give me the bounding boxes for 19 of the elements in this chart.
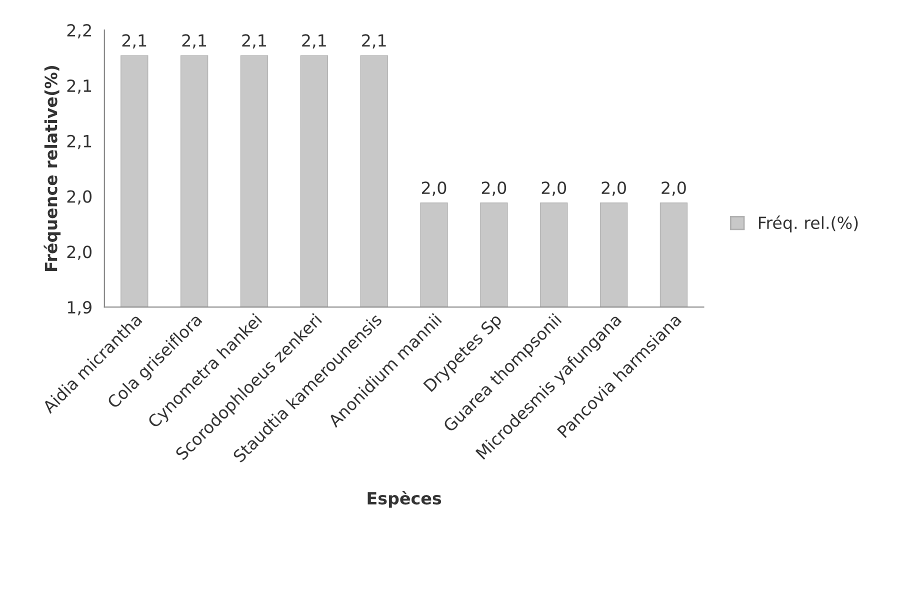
data-label: 2,0 <box>662 182 686 196</box>
data-label: 2,1 <box>122 34 146 48</box>
y-tick-label: 1,9 <box>68 300 92 316</box>
y-tick-label: 2,1 <box>67 79 92 94</box>
data-label: 2,1 <box>242 34 266 48</box>
data-label: 2,0 <box>542 182 566 196</box>
data-label: 2,1 <box>302 34 326 48</box>
y-tick-label: 2,1 <box>67 134 92 150</box>
y-tick-label: 2,2 <box>67 24 91 38</box>
y-axis-title: Fréquence relative(%) <box>44 66 61 272</box>
y-tick-label: 2,0 <box>67 246 92 260</box>
data-label: 2,1 <box>362 34 386 48</box>
data-label: 2,0 <box>422 182 446 196</box>
legend-label: Fréq. rel.(%) <box>758 216 858 232</box>
y-tick-label: 2,0 <box>67 190 92 205</box>
x-axis-title: Espèces <box>368 490 442 508</box>
data-label: 2,0 <box>602 182 626 196</box>
data-label: 2,1 <box>182 34 206 48</box>
data-label: 2,0 <box>482 182 506 196</box>
